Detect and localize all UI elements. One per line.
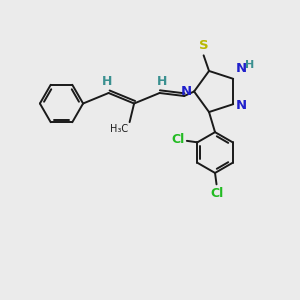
Text: H: H [244, 60, 254, 70]
Text: N: N [236, 62, 247, 75]
Text: H₃C: H₃C [110, 124, 128, 134]
Text: H: H [102, 75, 112, 88]
Text: H: H [157, 75, 167, 88]
Text: Cl: Cl [171, 133, 184, 146]
Text: N: N [236, 99, 247, 112]
Text: Cl: Cl [210, 187, 223, 200]
Text: S: S [200, 39, 209, 52]
Text: N: N [181, 85, 192, 98]
